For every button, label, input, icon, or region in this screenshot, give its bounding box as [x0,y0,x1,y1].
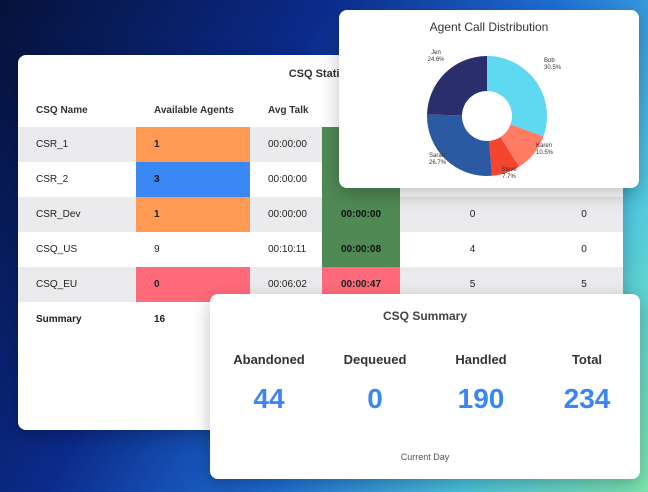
header-available-agents[interactable]: Available Agents [154,104,234,116]
pie-label-percent: 10.5% [536,150,554,156]
pie-label-percent: 7.7% [502,174,516,180]
header-csq-name[interactable]: CSQ Name [36,104,88,116]
avg-cell: 00:00:00 [322,197,400,232]
csq-name-cell: CSR_Dev [18,197,136,232]
pie-slice-karen[interactable] [500,124,544,167]
pie-chart-title: Agent Call Distribution [429,20,549,34]
table-row[interactable]: CSR_Dev 1 00:00:00 00:00:00 0 0 [18,197,623,232]
metric-total: Total 234 [537,352,637,415]
avg-talk-cell: 00:00:00 [250,127,322,162]
avg-talk-cell: 00:00:00 [250,197,322,232]
pie-label-percent: 30.5% [544,65,562,71]
metric-value: 190 [457,383,505,414]
available-agents-cell: 1 [136,197,250,232]
available-agents-cell: 3 [136,162,250,197]
metric-handled: Handled 190 [431,352,531,415]
csq-statistics-title: CSQ Statisti [288,68,353,80]
table-row[interactable]: CSQ_US 9 00:10:11 00:00:08 4 0 [18,232,623,267]
col5-cell: 4 [469,244,476,255]
pie-label-name: Karen [536,143,552,149]
pie-label-percent: 24.6% [427,57,445,63]
csq-name-cell: CSR_1 [18,127,136,162]
csq-name-cell: CSQ_EU [18,267,136,302]
metric-label: Dequeued [343,352,407,367]
csq-name-cell: CSQ_US [36,244,78,255]
metric-label: Abandoned [233,352,305,367]
metric-value: 44 [253,383,285,414]
available-agents-cell: 9 [154,244,160,255]
avg-talk-cell: 00:00:00 [268,174,307,185]
agent-call-distribution-panel: Agent Call Distribution Bob 30.5% Karen 10.… [339,10,639,188]
csq-summary-title: CSQ Summary [382,309,468,323]
pie-slice-steve[interactable] [489,137,520,176]
col6-cell: 0 [545,197,623,232]
csq-name-cell: CSR_2 [36,174,69,185]
metric-value: 234 [563,383,611,414]
metric-value: 0 [367,383,383,414]
metric-dequeued: Dequeued 0 [325,352,425,415]
pie-label-name: Sarah [429,153,445,159]
pie-slice-jen[interactable] [427,56,487,116]
col5-cell: 0 [400,197,545,232]
csq-summary-panel: CSQ Summary Abandoned 44 Dequeued 0 Hand… [210,294,640,479]
pie-label-percent: 26.7% [429,160,447,166]
pie-label-name: Steve [501,167,517,173]
metric-label: Total [571,352,603,367]
metric-abandoned: Abandoned 44 [219,352,319,415]
col6-cell: 0 [581,244,587,255]
avg-cell: 00:00:08 [322,232,400,267]
summary-footer: Current Day [400,452,450,462]
summary-label: Summary [36,314,82,325]
pie-slice-sarah[interactable] [427,114,492,176]
metric-label: Handled [455,352,507,367]
summary-agents: 16 [154,314,166,325]
available-agents-cell: 1 [136,127,250,162]
pie-slice-bob[interactable] [487,56,547,137]
header-avg-talk[interactable]: Avg Talk [268,104,309,116]
avg-talk-cell: 00:10:11 [268,244,307,255]
summary-row: Summary 16 [18,302,623,337]
pie-label-name: Bob [544,58,555,64]
pie-label-name: Jen [431,50,441,56]
